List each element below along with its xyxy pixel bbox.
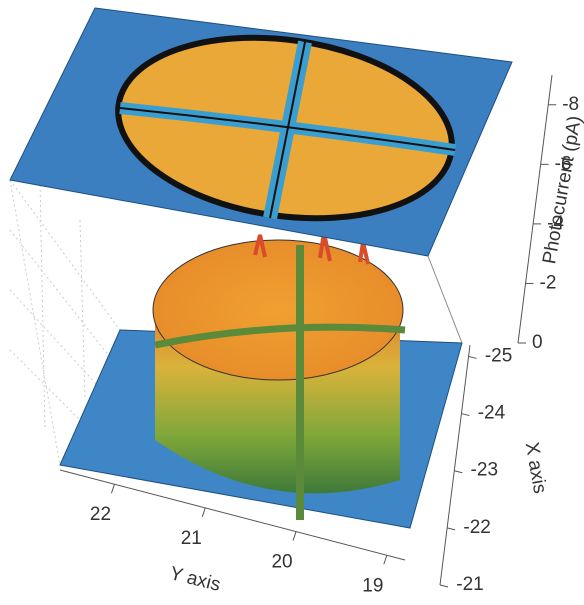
z-axis-label: Photocurrent (pA) bbox=[539, 114, 584, 265]
z-tick-label: -2 bbox=[540, 272, 557, 293]
top-projection bbox=[9, 7, 513, 257]
y-axis-line bbox=[59, 469, 406, 561]
y-axis-label: Y axis bbox=[168, 563, 223, 596]
x-tick-mark bbox=[468, 355, 477, 359]
y-tick-mark bbox=[201, 507, 206, 518]
x-tick-label: -23 bbox=[471, 460, 498, 481]
x-tick-label: -25 bbox=[485, 345, 512, 366]
x-tick-mark bbox=[439, 584, 449, 588]
box-edge bbox=[427, 255, 463, 344]
x-tick-label: -21 bbox=[456, 574, 483, 595]
bottom-surface bbox=[59, 232, 463, 529]
x-axis-line bbox=[439, 344, 471, 586]
y-tick-mark bbox=[292, 531, 297, 541]
z-tick-label: -6 bbox=[555, 153, 572, 174]
y-tick-label: 19 bbox=[362, 575, 383, 596]
y-tick-label: 22 bbox=[90, 504, 111, 525]
z-axis-line bbox=[517, 74, 553, 344]
y-tick-mark bbox=[383, 555, 388, 565]
x-axis-label: X axis bbox=[521, 441, 551, 496]
y-tick-label: 20 bbox=[271, 552, 292, 573]
y-tick-label: 21 bbox=[181, 528, 202, 549]
z-tick-label: 0 bbox=[532, 332, 543, 353]
x-tick-mark bbox=[447, 527, 456, 531]
y-tick-mark bbox=[110, 484, 115, 494]
z-tick-label: -8 bbox=[562, 94, 579, 115]
x-tick-mark bbox=[461, 413, 470, 417]
z-tick-label: -4 bbox=[547, 213, 564, 234]
x-tick-mark bbox=[454, 470, 463, 474]
x-tick-label: -24 bbox=[478, 403, 506, 424]
x-tick-label: -22 bbox=[463, 517, 490, 538]
